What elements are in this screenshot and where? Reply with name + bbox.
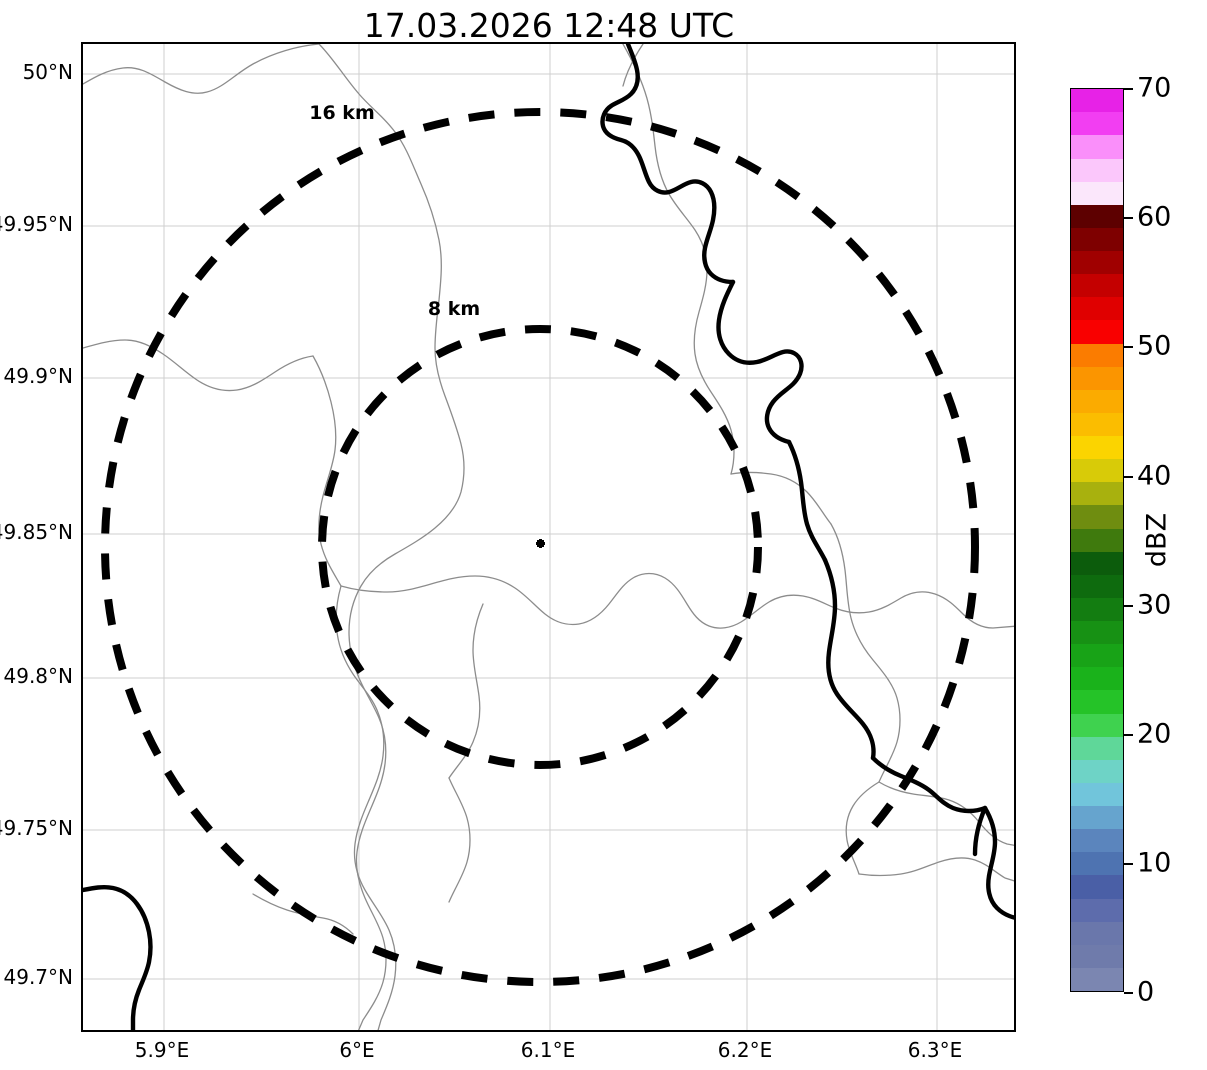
figure-title: 17.03.2026 12:48 UTC: [363, 6, 735, 45]
colorbar-tickline: [1124, 476, 1133, 478]
range-ring-8km: [318, 325, 762, 769]
colorbar-segment: [1071, 297, 1123, 321]
administrative-boundaries: [83, 44, 1014, 1030]
x-axis-tick-labels: 5.9°E 6°E 6.1°E 6.2°E 6.3°E: [81, 1036, 1016, 1070]
colorbar-tickline: [1124, 217, 1133, 219]
colorbar-tick-label: 20: [1137, 718, 1172, 750]
colorbar-segment: [1071, 482, 1123, 506]
colorbar-segment: [1071, 551, 1123, 575]
colorbar-segment: [1071, 782, 1123, 806]
colorbar-segment: [1071, 597, 1123, 621]
x-tick-label: 6.2°E: [717, 1038, 773, 1062]
colorbar-tick-label: 50: [1137, 330, 1172, 362]
colorbar-tick-label: 60: [1137, 201, 1172, 233]
x-tick-label: 6.1°E: [520, 1038, 576, 1062]
y-axis-tick-labels: 50°N 49.95°N 49.9°N 49.85°N 49.8°N 49.75…: [0, 42, 73, 1032]
map-svg: [83, 44, 1014, 1030]
colorbar-segment: [1071, 389, 1123, 413]
colorbar[interactable]: 0 10 20 30 40 50 60 70: [1070, 73, 1171, 1008]
colorbar-segment: [1071, 736, 1123, 760]
colorbar-segment: [1071, 251, 1123, 275]
colorbar-gradient: [1070, 88, 1124, 992]
colorbar-tickline: [1124, 346, 1133, 348]
x-tick-label: 6°E: [339, 1038, 375, 1062]
map-plot-area[interactable]: 16 km 8 km: [81, 42, 1016, 1032]
colorbar-segment: [1071, 806, 1123, 830]
y-tick-label: 49.95°N: [0, 212, 73, 236]
colorbar-segment: [1071, 852, 1123, 876]
y-tick-label: 49.75°N: [0, 816, 73, 840]
y-tick-label: 49.9°N: [3, 364, 74, 388]
colorbar-segment: [1071, 690, 1123, 714]
colorbar-segment: [1071, 528, 1123, 552]
colorbar-tickline: [1124, 734, 1133, 736]
colorbar-segment: [1071, 667, 1123, 691]
radar-site-marker: [536, 539, 545, 548]
x-tick-label: 5.9°E: [134, 1038, 190, 1062]
colorbar-segment: [1071, 158, 1123, 182]
colorbar-segment: [1071, 181, 1123, 205]
colorbar-segment: [1071, 112, 1123, 136]
colorbar-tick-label: 10: [1137, 847, 1172, 879]
colorbar-segment: [1071, 204, 1123, 228]
colorbar-segment: [1071, 505, 1123, 529]
colorbar-segment: [1071, 574, 1123, 598]
colorbar-segment: [1071, 898, 1123, 922]
y-tick-label: 49.8°N: [3, 664, 74, 688]
colorbar-segment: [1071, 944, 1123, 968]
colorbar-axis-label: dBZ: [1141, 512, 1173, 568]
x-tick-label: 6.3°E: [907, 1038, 963, 1062]
colorbar-tick-label: 40: [1137, 460, 1172, 492]
colorbar-segment: [1071, 621, 1123, 645]
colorbar-segment: [1071, 412, 1123, 436]
colorbar-segment: [1071, 89, 1123, 113]
colorbar-segment: [1071, 227, 1123, 251]
colorbar-segment: [1071, 829, 1123, 853]
colorbar-segment: [1071, 135, 1123, 159]
colorbar-tick-label: 30: [1137, 589, 1172, 621]
colorbar-segment: [1071, 644, 1123, 668]
y-tick-label: 49.7°N: [3, 965, 74, 989]
colorbar-tickline: [1124, 605, 1133, 607]
colorbar-segment: [1071, 967, 1123, 991]
colorbar-segment: [1071, 921, 1123, 945]
colorbar-tickline: [1124, 88, 1133, 90]
colorbar-segment: [1071, 875, 1123, 899]
colorbar-ticks: 0 10 20 30 40 50 60 70: [1124, 73, 1207, 1008]
colorbar-segment: [1071, 759, 1123, 783]
colorbar-tickline: [1124, 863, 1133, 865]
colorbar-segment: [1071, 343, 1123, 367]
range-rings: [101, 108, 979, 986]
range-ring-label-16km: 16 km: [309, 102, 375, 124]
colorbar-segment: [1071, 274, 1123, 298]
colorbar-tick-label: 0: [1137, 976, 1155, 1008]
national-border: [83, 44, 1014, 1030]
colorbar-segment: [1071, 713, 1123, 737]
gridlines: [83, 44, 1014, 1030]
colorbar-tickline: [1124, 992, 1133, 994]
y-tick-label: 50°N: [22, 60, 73, 84]
range-ring-16km: [101, 108, 979, 986]
colorbar-tick-label: 70: [1137, 72, 1172, 104]
colorbar-segment: [1071, 320, 1123, 344]
colorbar-segment: [1071, 459, 1123, 483]
colorbar-segment: [1071, 436, 1123, 460]
colorbar-segment: [1071, 366, 1123, 390]
range-ring-label-8km: 8 km: [427, 298, 481, 320]
y-tick-label: 49.85°N: [0, 520, 73, 544]
